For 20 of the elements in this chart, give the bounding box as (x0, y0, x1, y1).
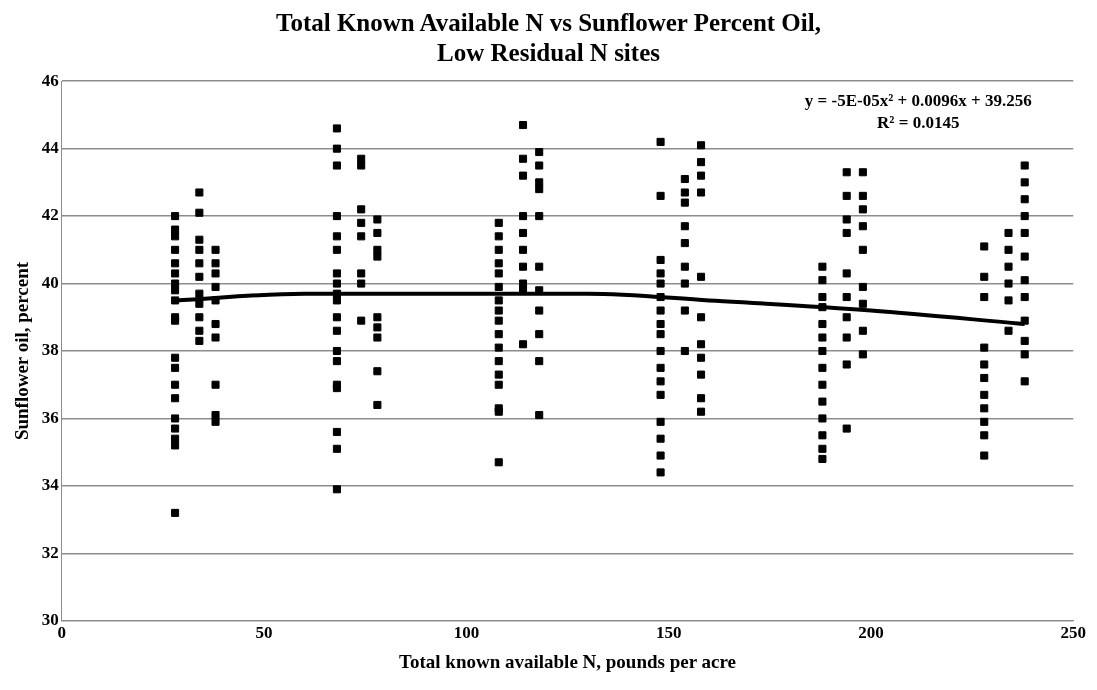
y-tick-label: 32 (41, 542, 59, 562)
x-tick-label: 200 (858, 623, 884, 643)
x-tick-label: 150 (655, 623, 682, 643)
y-tick-label: 36 (41, 407, 59, 427)
annotation: y = -5E-05x² + 0.0096x + 39.256 (804, 91, 1032, 111)
x-tick-label: 0 (57, 623, 67, 643)
y-tick-label: 38 (41, 340, 59, 360)
y-tick-label: 46 (41, 70, 59, 90)
x-tick-label: 100 (453, 623, 480, 643)
x-axis-title: Total known available N, pounds per acre (399, 650, 737, 672)
y-tick-label: 34 (41, 475, 60, 495)
y-tick-label: 42 (41, 205, 59, 225)
chart-title: Total Known Available N vs Sunflower Percent Oil, Low Residual N sites (275, 8, 822, 68)
y-tick-label: 40 (41, 272, 59, 292)
x-tick-label: 250 (1060, 623, 1086, 643)
y-tick-label: 44 (41, 138, 60, 158)
y-tick-label: 30 (41, 610, 59, 630)
y-axis-title: Sunflower oil, percent (11, 261, 33, 441)
annotation: R² = 0.0145 (877, 113, 960, 133)
x-tick-label: 50 (255, 623, 273, 643)
